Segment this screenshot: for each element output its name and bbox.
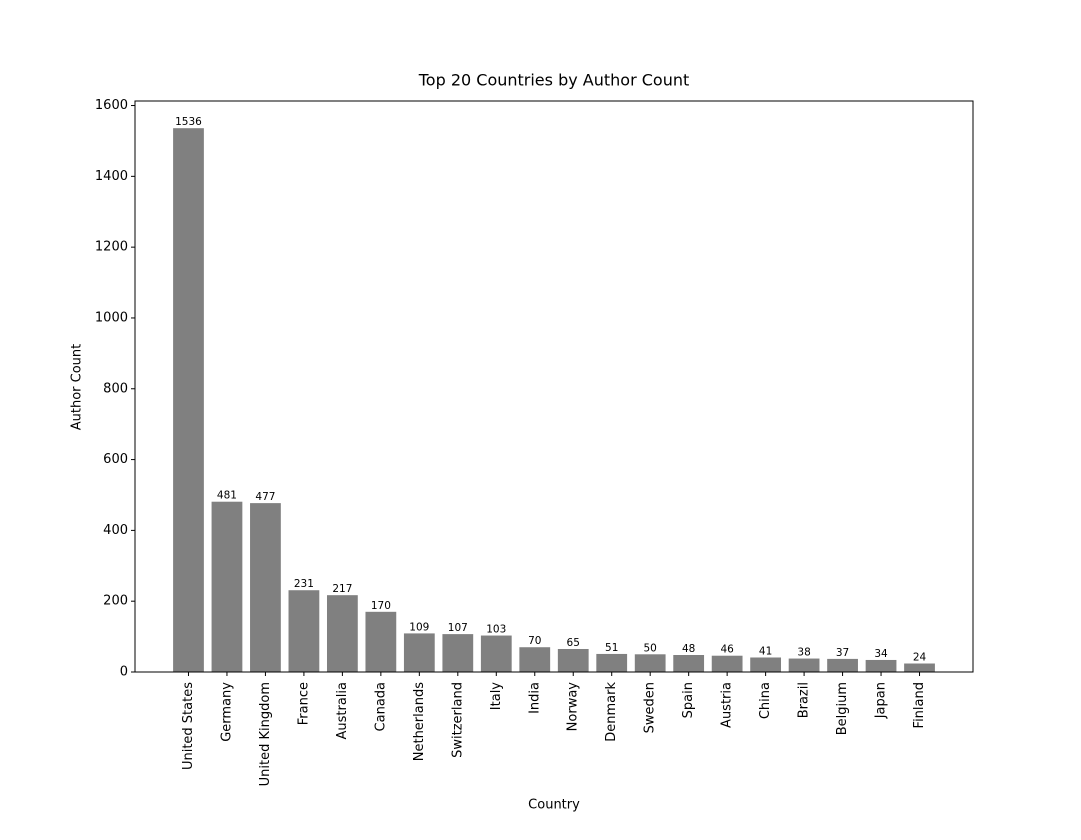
y-tick-label: 200 [103,594,128,609]
x-tick-label: Germany [219,682,234,742]
value-label: 70 [528,635,541,647]
bar [403,633,435,672]
bar [480,635,512,672]
bar [904,663,935,672]
y-tick-label: 0 [120,665,128,680]
value-label: 170 [371,600,391,612]
x-tick-label: Australia [335,682,350,740]
x-tick-label: United Kingdom [258,682,273,786]
bar [865,659,897,672]
bar [788,658,820,672]
y-tick-label: 600 [103,452,128,467]
y-tick-label: 1200 [95,240,128,255]
value-label: 65 [567,637,580,649]
y-axis-label: Author Count [70,344,85,431]
x-tick-label: China [758,682,773,719]
value-label: 231 [294,578,314,590]
y-tick-label: 1000 [95,310,128,325]
value-label: 24 [913,652,927,664]
x-tick-label: Norway [566,682,581,732]
bar [173,128,204,672]
x-tick-label: Italy [489,682,504,711]
bar [442,634,474,672]
value-label: 41 [759,645,772,657]
x-tick-label: Belgium [835,682,850,735]
x-tick-label: Japan [874,682,889,719]
value-label: 37 [836,647,849,659]
x-tick-label: Spain [681,682,696,718]
chart-title: Top 20 Countries by Author Count [418,71,690,90]
x-tick-label: India [527,682,542,714]
y-tick-label: 1400 [95,169,128,184]
bar [557,648,589,672]
y-tick-label: 800 [103,381,128,396]
value-label: 51 [605,642,618,654]
bar [827,658,858,672]
bar [365,611,397,672]
bar [634,654,666,672]
x-tick-label: Switzerland [450,682,465,758]
value-label: 34 [874,648,888,660]
value-label: 46 [720,644,734,656]
value-label: 109 [409,621,429,633]
value-label: 481 [217,490,237,502]
x-tick-label: Sweden [643,682,658,733]
x-tick-label: Austria [720,682,735,728]
bar [250,503,281,672]
x-tick-label: Netherlands [412,682,427,761]
value-label: 103 [486,624,506,636]
value-label: 50 [644,642,657,654]
y-tick-label: 400 [103,523,128,538]
bar [711,655,743,672]
value-label: 1536 [175,116,202,128]
bar [596,653,628,672]
bar [673,655,705,672]
y-tick-label: 1600 [95,98,128,113]
x-tick-label: Denmark [604,682,619,742]
bar [326,595,358,672]
x-tick-label: France [296,682,311,725]
value-label: 217 [332,583,352,595]
plot-frame [134,100,974,673]
x-axis-label: Country [528,798,580,813]
value-label: 48 [682,643,695,655]
x-tick-label: Finland [912,682,927,728]
x-tick-label: Brazil [797,682,812,718]
x-tick-label: Canada [373,682,388,731]
bar [211,501,243,672]
value-label: 107 [448,622,468,634]
bar [288,590,320,672]
value-label: 477 [255,491,275,503]
value-label: 38 [797,647,810,659]
bar [519,647,551,672]
bar [750,657,782,672]
x-tick-label: United States [181,682,196,770]
